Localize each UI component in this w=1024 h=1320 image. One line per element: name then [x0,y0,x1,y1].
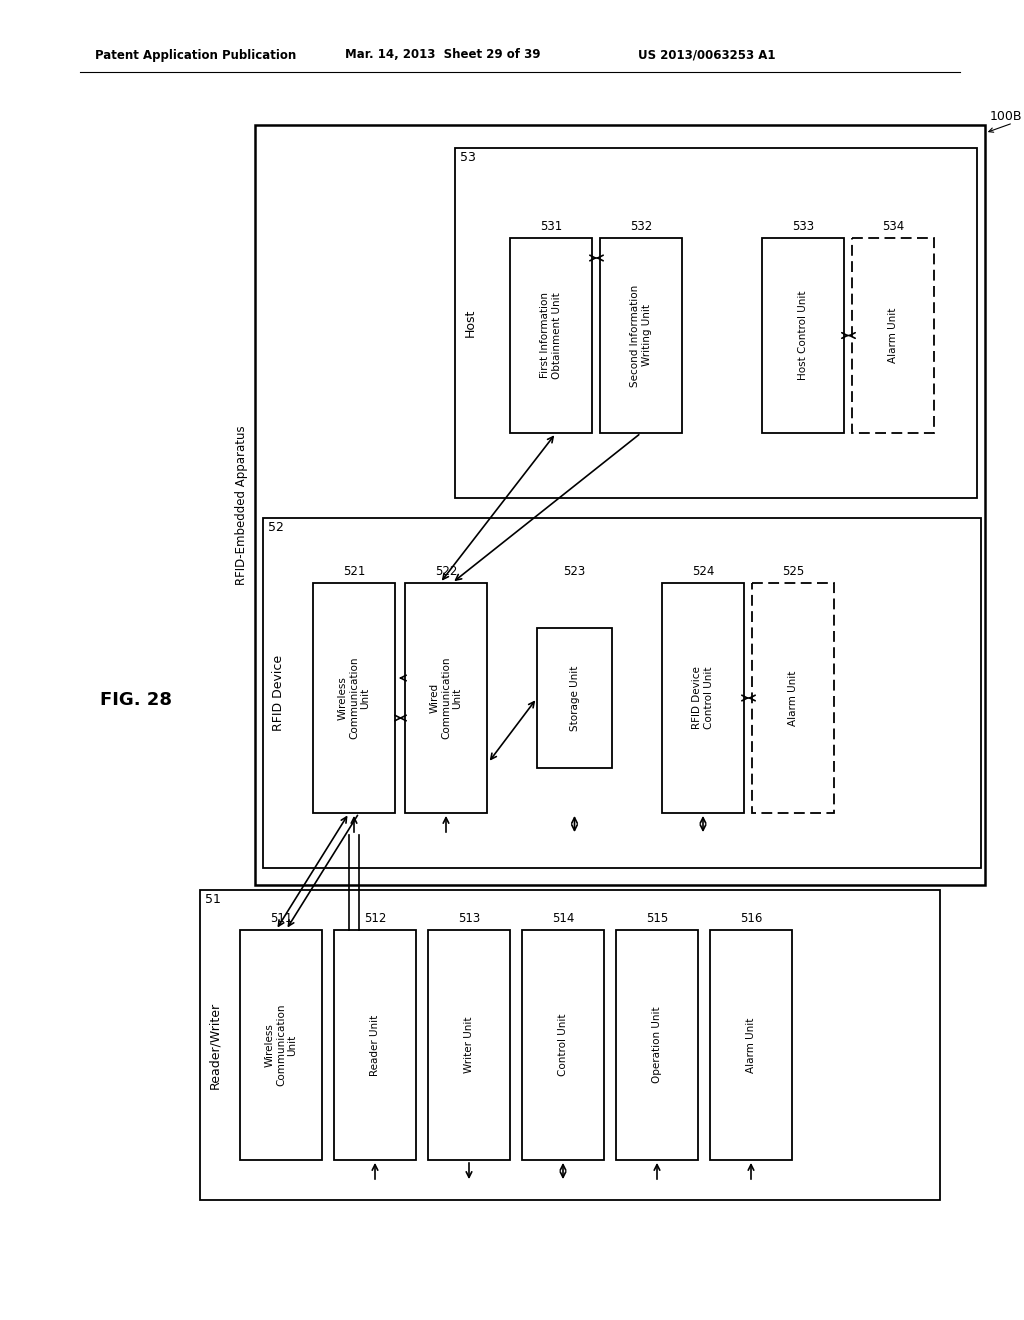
Text: 511: 511 [269,912,292,925]
Text: RFID Device: RFID Device [271,655,285,731]
Text: 53: 53 [460,150,476,164]
Text: Control Unit: Control Unit [558,1014,568,1076]
Text: 512: 512 [364,912,386,925]
Text: 531: 531 [540,220,562,234]
Text: 515: 515 [646,912,668,925]
Text: 532: 532 [630,220,652,234]
Bar [537,628,612,768]
Text: Writer Unit: Writer Unit [464,1016,474,1073]
Text: Alarm Unit: Alarm Unit [788,671,798,726]
Text: Mar. 14, 2013  Sheet 29 of 39: Mar. 14, 2013 Sheet 29 of 39 [345,49,541,62]
Text: Host: Host [464,309,476,337]
Bar [313,583,395,813]
Text: 521: 521 [343,565,366,578]
Bar [662,583,744,813]
Bar [455,148,977,498]
Text: RFID-Embedded Apparatus: RFID-Embedded Apparatus [234,425,248,585]
Text: 524: 524 [692,565,714,578]
Bar [616,931,698,1160]
Bar [200,890,940,1200]
Bar [852,238,934,433]
Text: 525: 525 [782,565,804,578]
Bar [762,238,844,433]
Bar [510,238,592,433]
Bar [600,238,682,433]
Bar [255,125,985,884]
Bar [406,583,487,813]
Bar [522,931,604,1160]
Text: First Information
Obtainment Unit: First Information Obtainment Unit [541,292,562,379]
Text: FIG. 28: FIG. 28 [100,690,172,709]
Text: Reader Unit: Reader Unit [370,1014,380,1076]
Bar [263,517,981,869]
Text: 522: 522 [435,565,457,578]
Text: Wired
Communication
Unit: Wired Communication Unit [429,657,463,739]
Text: Reader/Writer: Reader/Writer [209,1002,221,1089]
Text: 513: 513 [458,912,480,925]
Text: Wireless
Communication
Unit: Wireless Communication Unit [264,1003,298,1086]
Text: 534: 534 [882,220,904,234]
Text: Alarm Unit: Alarm Unit [746,1018,756,1073]
Text: 51: 51 [205,894,221,906]
Text: US 2013/0063253 A1: US 2013/0063253 A1 [638,49,775,62]
Text: Host Control Unit: Host Control Unit [798,290,808,380]
Text: Storage Unit: Storage Unit [569,665,580,731]
Text: Second Information
Writing Unit: Second Information Writing Unit [630,284,652,387]
Text: 52: 52 [268,521,284,535]
Bar [710,931,792,1160]
Text: Operation Unit: Operation Unit [652,1007,662,1084]
Bar [240,931,322,1160]
Text: 514: 514 [552,912,574,925]
Bar [752,583,834,813]
Text: 533: 533 [792,220,814,234]
Text: RFID Device
Control Unit: RFID Device Control Unit [692,667,714,730]
Bar [428,931,510,1160]
Text: 516: 516 [739,912,762,925]
Text: Alarm Unit: Alarm Unit [888,308,898,363]
Text: Patent Application Publication: Patent Application Publication [95,49,296,62]
Text: 523: 523 [563,565,586,578]
Bar [334,931,416,1160]
Text: 100B: 100B [990,110,1023,123]
Text: Wireless
Communication
Unit: Wireless Communication Unit [337,657,371,739]
